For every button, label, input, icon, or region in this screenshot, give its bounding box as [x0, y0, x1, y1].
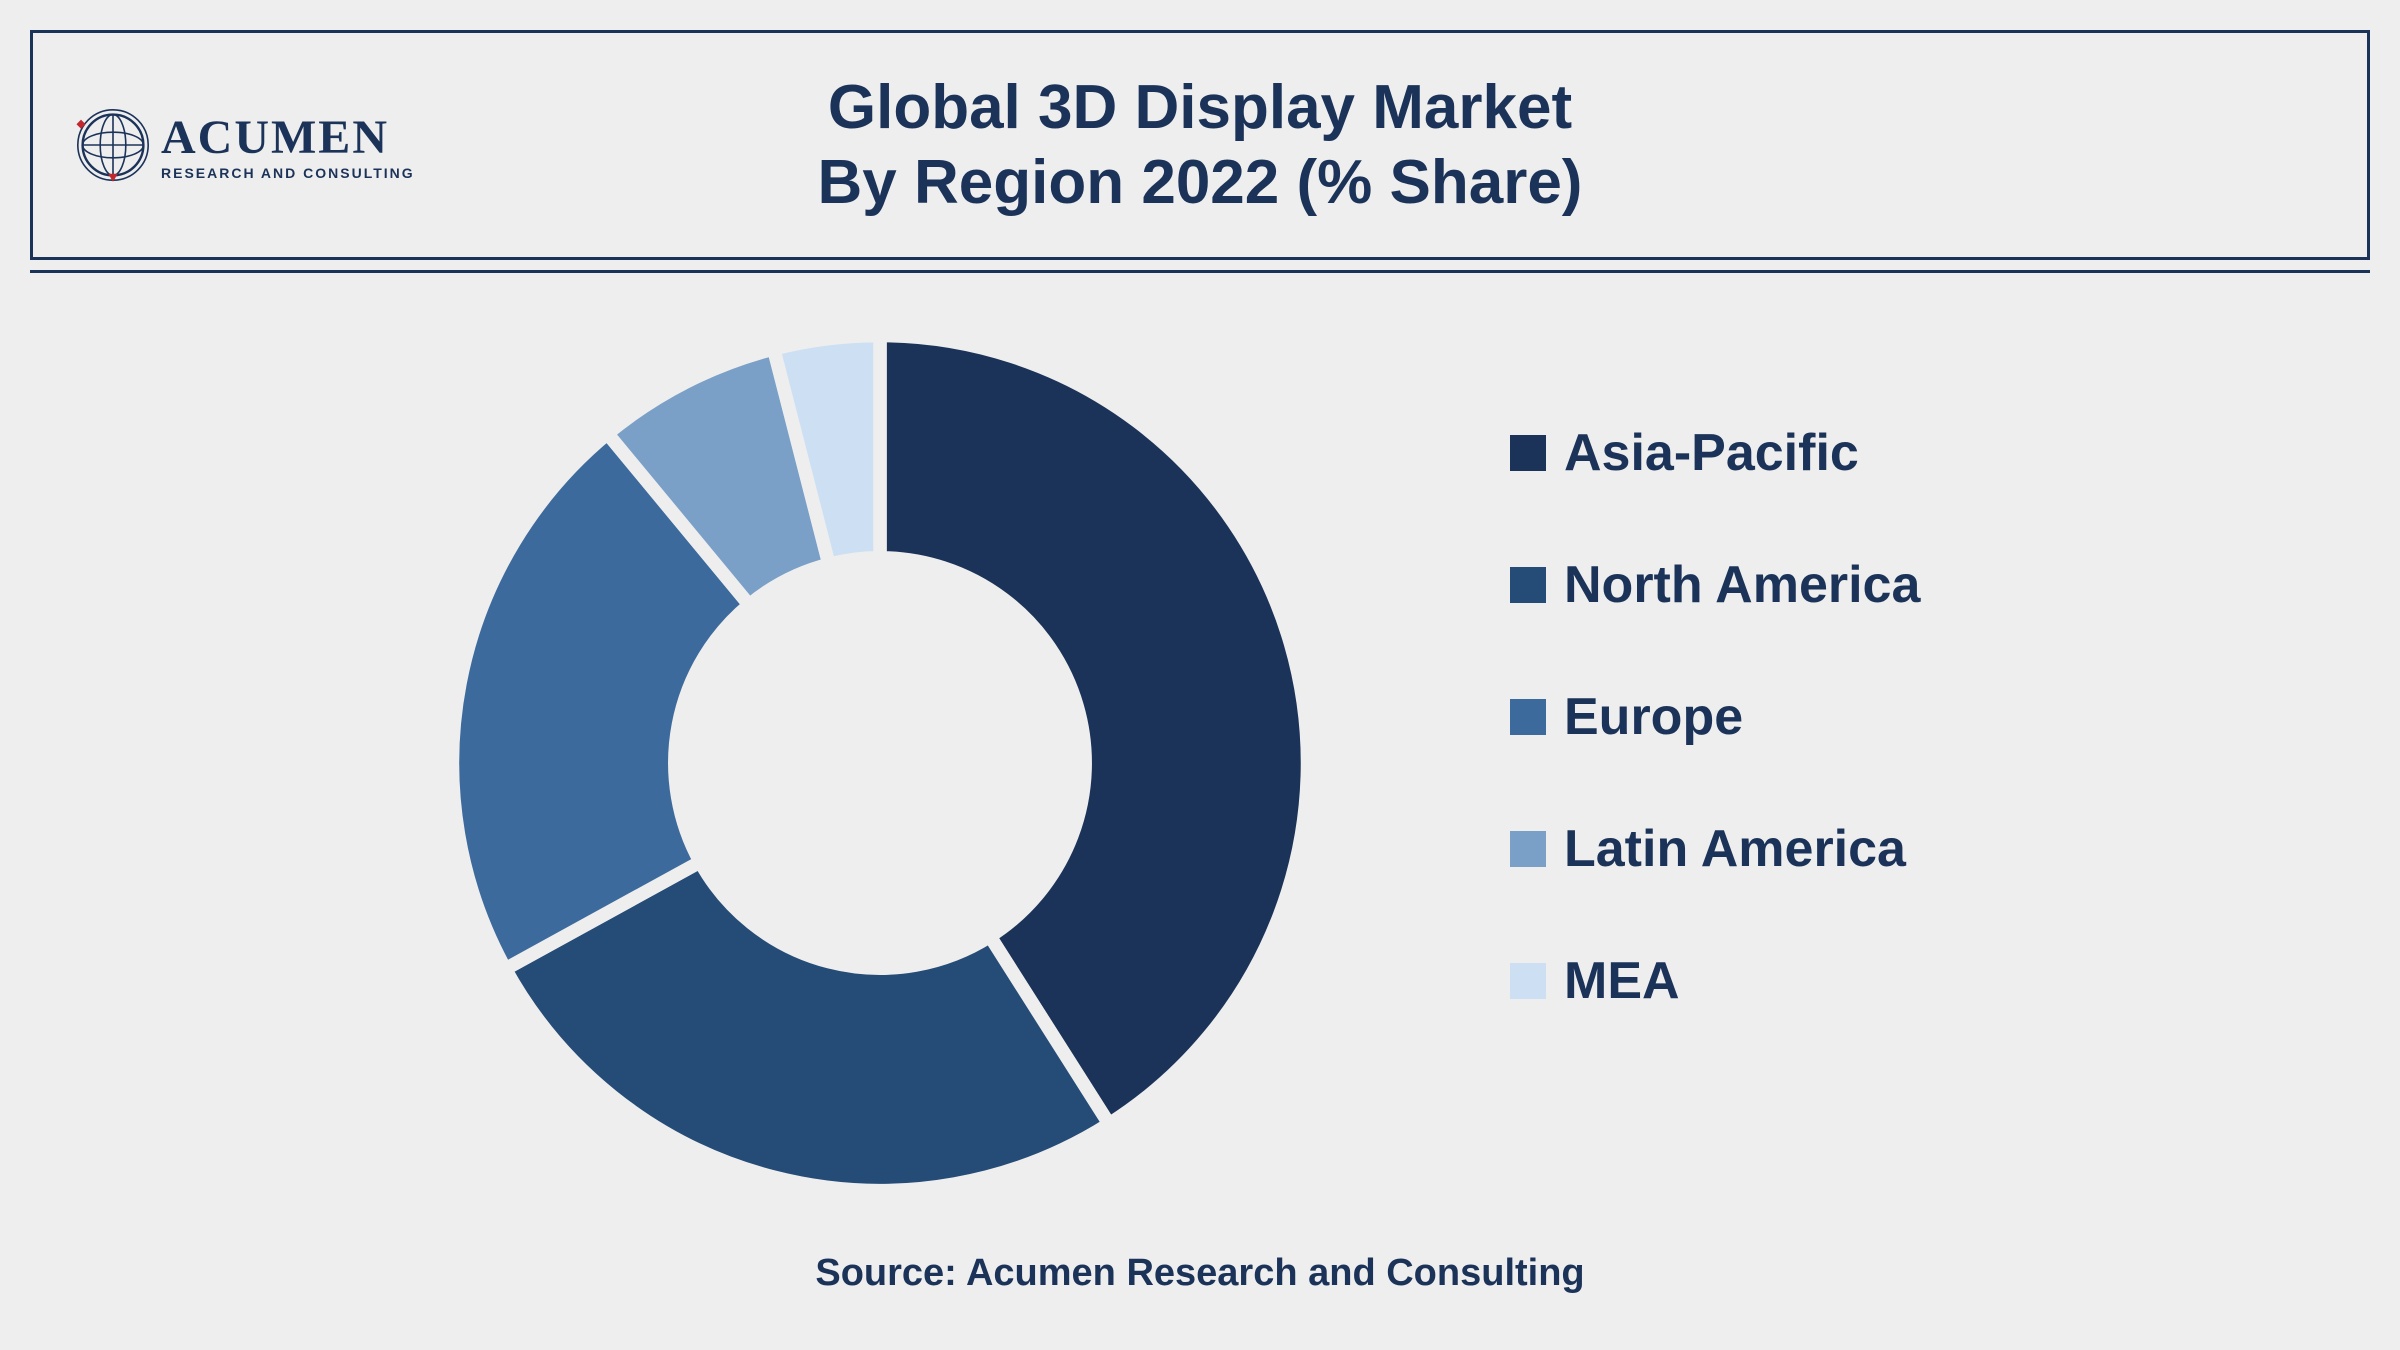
donut-chart — [430, 313, 1330, 1213]
legend-swatch — [1510, 963, 1546, 999]
legend-item: North America — [1510, 555, 1920, 615]
globe-icon — [73, 105, 153, 185]
legend-label: Asia-Pacific — [1564, 423, 1859, 483]
legend-item: Europe — [1510, 687, 1920, 747]
brand-logo: ACUMEN RESEARCH AND CONSULTING — [73, 105, 415, 185]
legend-item: Asia-Pacific — [1510, 423, 1920, 483]
legend-label: MEA — [1564, 951, 1680, 1011]
logo-tagline: RESEARCH AND CONSULTING — [161, 165, 415, 181]
chart-legend: Asia-Pacific North America Europe Latin Ame… — [1510, 423, 1920, 1011]
legend-item: MEA — [1510, 951, 1920, 1011]
legend-swatch — [1510, 699, 1546, 735]
legend-swatch — [1510, 567, 1546, 603]
legend-label: Europe — [1564, 687, 1743, 747]
legend-swatch — [1510, 831, 1546, 867]
legend-item: Latin America — [1510, 819, 1920, 879]
legend-label: North America — [1564, 555, 1920, 615]
logo-name: ACUMEN — [161, 110, 415, 165]
content-area: Asia-Pacific North America Europe Latin Ame… — [30, 270, 2370, 1320]
source-attribution: Source: Acumen Research and Consulting — [30, 1252, 2370, 1295]
donut-svg — [430, 313, 1330, 1213]
header-bar: ACUMEN RESEARCH AND CONSULTING Global 3D… — [30, 30, 2370, 260]
logo-text: ACUMEN RESEARCH AND CONSULTING — [161, 110, 415, 181]
legend-label: Latin America — [1564, 819, 1906, 879]
legend-swatch — [1510, 435, 1546, 471]
